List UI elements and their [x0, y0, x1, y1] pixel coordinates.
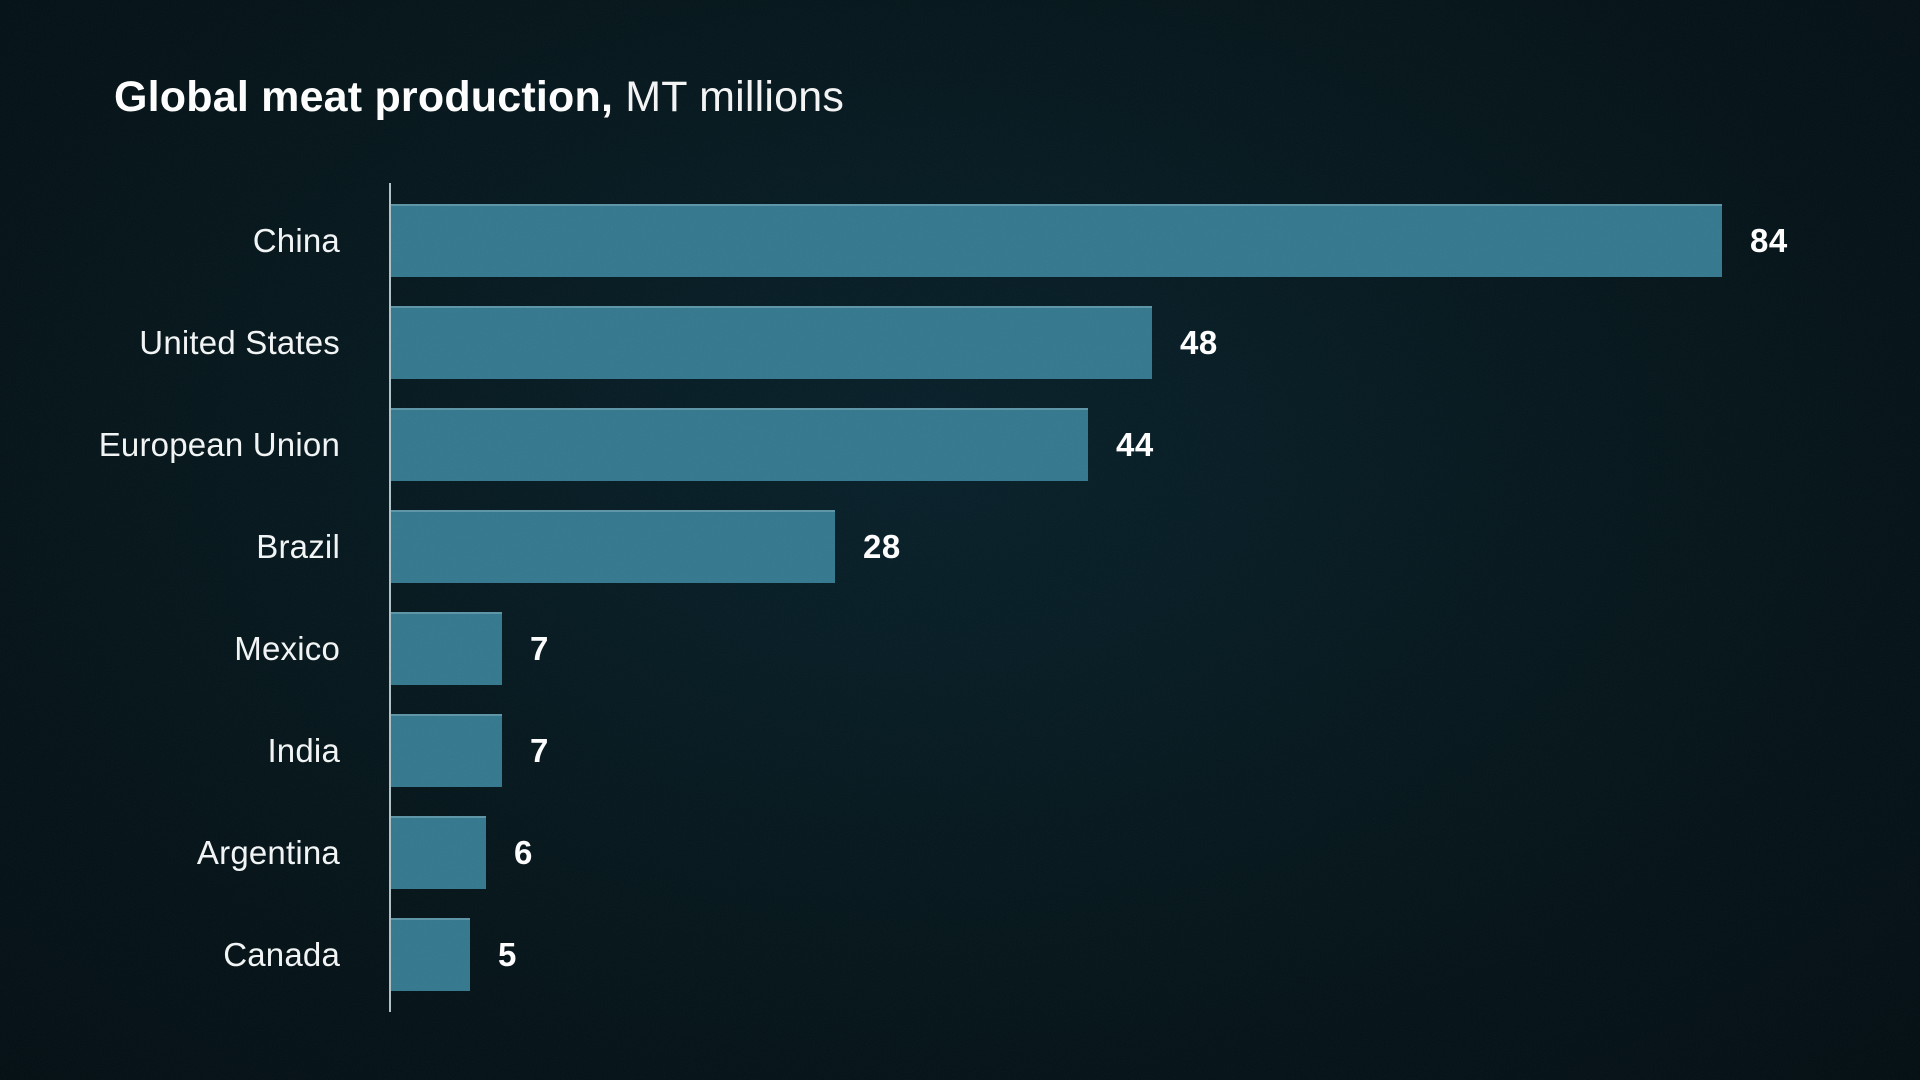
bar — [391, 612, 502, 685]
category-label: Argentina — [196, 833, 340, 871]
value-label: 6 — [514, 833, 533, 871]
title-unit: MT millions — [613, 73, 845, 121]
bar-row: Argentina 6 — [0, 816, 1920, 889]
value-label: 44 — [1116, 425, 1154, 463]
bar-row: European Union 44 — [0, 408, 1920, 481]
value-label: 7 — [530, 731, 549, 769]
value-label: 48 — [1180, 323, 1218, 361]
value-label: 84 — [1750, 221, 1788, 259]
category-label: Mexico — [234, 629, 340, 667]
category-label: India — [267, 731, 340, 769]
category-label: China — [252, 221, 340, 259]
category-label: Canada — [223, 935, 340, 973]
bar-rows: China 84 United States 48 European Union… — [0, 204, 1920, 1020]
category-label: Brazil — [256, 527, 340, 565]
category-label: United States — [139, 323, 340, 361]
value-label: 5 — [498, 935, 517, 973]
bar-row: Canada 5 — [0, 918, 1920, 991]
bar — [391, 510, 835, 583]
bar-row: Mexico 7 — [0, 612, 1920, 685]
page-title: Global meat production, MT millions — [114, 73, 845, 121]
bar — [391, 408, 1088, 481]
value-label: 7 — [530, 629, 549, 667]
bar — [391, 714, 502, 787]
bar — [391, 306, 1152, 379]
bar-row: India 7 — [0, 714, 1920, 787]
title-main: Global meat production, — [114, 73, 614, 121]
bar — [391, 204, 1722, 277]
bar — [391, 918, 470, 991]
category-label: European Union — [98, 425, 340, 463]
bar-row: China 84 — [0, 204, 1920, 277]
bar-row: Brazil 28 — [0, 510, 1920, 583]
bar-row: United States 48 — [0, 306, 1920, 379]
value-label: 28 — [863, 527, 901, 565]
bar — [391, 816, 486, 889]
